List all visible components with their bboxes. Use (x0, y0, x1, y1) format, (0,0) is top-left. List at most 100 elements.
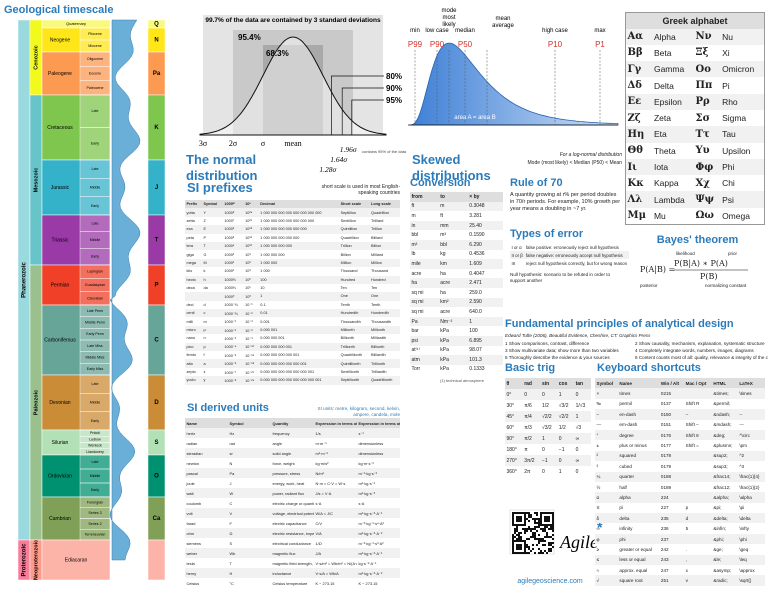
table-cell: 1000⁰ (222, 292, 244, 301)
table-cell: III (511, 260, 516, 266)
epoch-label: Lopingian (87, 270, 103, 274)
bayes-note: prior (728, 251, 738, 256)
qr-cell (530, 550, 532, 552)
qr-cell (534, 522, 536, 524)
period-letter: Q (154, 22, 159, 28)
table-row: φ phi 237 &phi; \phi (595, 533, 765, 545)
table-cell: π/2 (522, 433, 541, 444)
table-cell: N/m² (314, 468, 357, 478)
qr-cell (512, 522, 514, 524)
table-cell: Χχ (695, 177, 710, 189)
table-cell: psi (410, 335, 439, 346)
table-cell: Theta (653, 145, 676, 156)
table-row: – en-dash 0150– &ndash; -- (595, 409, 765, 420)
table-cell: Billionth (369, 342, 400, 352)
qr-cell (522, 524, 524, 526)
note: Null hypothesis: scenario to be refuted … (510, 272, 611, 283)
qr-cell (532, 528, 534, 530)
table-cell: Million (369, 258, 400, 268)
table-cell: One (369, 292, 400, 301)
qr-cell (528, 512, 530, 514)
note: SI units: metre, kilogram, second, kelvi… (317, 406, 400, 417)
table-cell: 1 000 000 000 000 000 (260, 235, 300, 240)
qr-cell (552, 542, 554, 544)
period-band (41, 454, 111, 498)
qr-cell (550, 524, 552, 526)
qr-cell (542, 530, 544, 532)
qr-cell (512, 514, 514, 516)
qr-cell (522, 512, 524, 514)
table-cell: &alpha; (711, 492, 738, 503)
qr-cell (520, 552, 522, 554)
table-cell: Billiardth (371, 353, 386, 358)
table-cell: da (203, 286, 208, 291)
table-row: zepto z 1000⁻⁷ 10⁻²¹ 0.000 000 000 000 000 0… (185, 368, 400, 376)
table-cell: 259.0 (469, 289, 482, 296)
qr-cell (534, 534, 536, 536)
table-cell (684, 461, 712, 471)
qr-cell (516, 530, 518, 532)
qr-cell (518, 524, 520, 526)
table-row: Pa Nm⁻² 1 (410, 316, 503, 327)
table-row: ½ half 0189 &frac12; \frac{1}{2} (595, 482, 765, 492)
trig-table: θ rad sin cos tan 0° 0 0 1 0 30° π/6 1/2 √3/2 1/√3 45° π… (505, 378, 591, 477)
qr-cell (524, 548, 526, 550)
table-cell: Shift 8 (684, 429, 712, 441)
table-cell: milli (186, 319, 194, 324)
table-cell: solid angle (271, 448, 314, 458)
table-cell: Billionth (340, 336, 354, 341)
table-cell: watt (185, 488, 228, 498)
table-cell: 1 000 000 000 (260, 252, 285, 257)
table-cell: 1000⁶ (222, 225, 244, 234)
table-cell: 1/√3 (575, 402, 586, 409)
table-cell: 10⁻⁶ (243, 325, 259, 335)
qr-cell (524, 552, 526, 554)
table-row: 60° π/3 √3/2 1/2 √3 (505, 422, 591, 433)
qr-cell (552, 518, 554, 520)
table-cell: 0.4047 (469, 270, 485, 277)
table-cell: Z (203, 218, 206, 223)
pct-label: 90% (386, 84, 402, 93)
marker-label: mode most likely (441, 8, 457, 28)
table-cell: ohm (185, 528, 228, 538)
table-cell: Nu (720, 28, 765, 45)
qr-cell (546, 516, 548, 518)
epoch-label: Late Miss (87, 344, 103, 348)
table-cell: 1000⁵ (224, 235, 235, 240)
table-cell: K − 273.15 (315, 580, 335, 586)
qr-cell (552, 538, 554, 540)
qr-cell (516, 524, 518, 526)
qr-cell (512, 536, 514, 538)
table-cell: kg·m·s⁻² (358, 460, 374, 466)
table-cell: 10⁻³ (245, 320, 253, 325)
table-cell: in (410, 220, 439, 231)
table-cell: times (617, 388, 660, 399)
qr-cell (540, 514, 542, 516)
table-cell: Σσ (695, 112, 710, 124)
table-cell: Ξξ (695, 47, 709, 59)
table-cell: weber (185, 548, 228, 558)
table-cell: magnetic flux (271, 548, 314, 558)
table-cell: cubed (619, 463, 632, 469)
table-cell: degree (617, 429, 660, 441)
table-cell: 0.000 001 (258, 325, 340, 335)
qr-cell (542, 544, 544, 546)
table-cell: ha (440, 289, 446, 296)
table-row: hertz Hz frequency 1/s s⁻¹ (185, 428, 400, 438)
table-cell: mega (185, 258, 202, 268)
table-cell: Quintillionth (339, 359, 370, 368)
qr-cell (540, 516, 542, 518)
qr-cell (552, 522, 554, 524)
table-cell (185, 292, 202, 301)
table-cell: electric charge or quantity of electrici… (272, 500, 315, 506)
column-header: rad (522, 378, 541, 389)
table-cell: m⁻²·kg⁻¹·s⁴·A² (358, 520, 384, 526)
table-cell: inductance (271, 568, 314, 578)
table-cell: Alpha (652, 28, 695, 45)
table-row: ha acre 2.471 (410, 278, 503, 288)
table-cell: c (201, 309, 223, 318)
table-cell: s·A (315, 500, 322, 506)
qr-cell (520, 516, 522, 518)
